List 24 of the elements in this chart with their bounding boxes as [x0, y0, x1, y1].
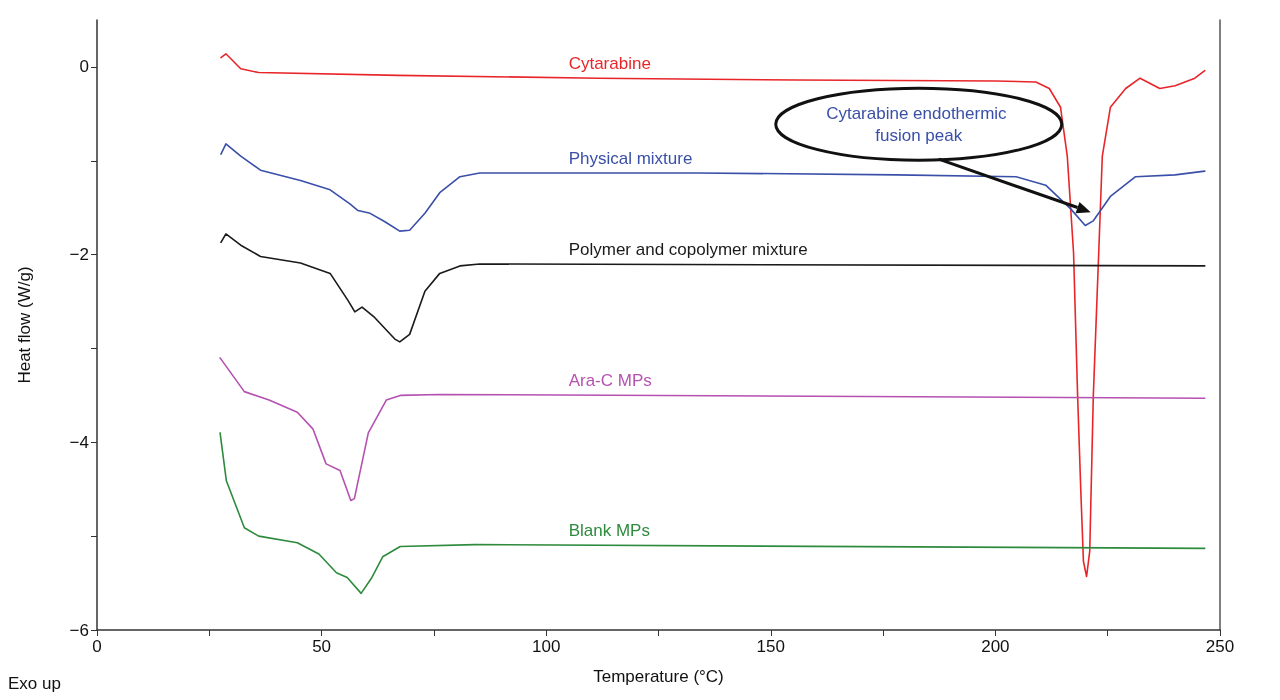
x-tick-label: 0 — [92, 637, 102, 656]
x-axis-title: Temperature (°C) — [593, 667, 724, 686]
y-tick-label: −2 — [69, 245, 89, 265]
series-label: Physical mixture — [568, 148, 693, 168]
y-tick-label: 0 — [79, 57, 89, 77]
series-label: Ara-C MPs — [568, 371, 652, 391]
line-series — [220, 143, 1206, 232]
line-series — [219, 357, 1206, 502]
x-tick-label: 250 — [1205, 637, 1235, 656]
line-series — [219, 432, 1206, 595]
line-series — [220, 233, 1206, 343]
series-label: Polymer and copolymer mixture — [568, 240, 808, 260]
y-tick-label: −4 — [69, 432, 89, 452]
series-label: Blank MPs — [568, 521, 650, 541]
y-tick-label: −6 — [69, 620, 89, 640]
annotation: Cytarabine endothermic fusion peak — [826, 103, 1012, 145]
y-axis-title: Heat flow (W/g) — [15, 266, 34, 384]
text: Exo up — [8, 674, 61, 693]
x-tick-label: 100 — [532, 637, 561, 656]
x-tick-label: 50 — [312, 637, 332, 656]
line-series — [220, 52, 1206, 578]
x-tick-label: 200 — [981, 637, 1010, 656]
series-label: Cytarabine — [568, 53, 651, 73]
x-tick-label: 150 — [756, 637, 785, 656]
